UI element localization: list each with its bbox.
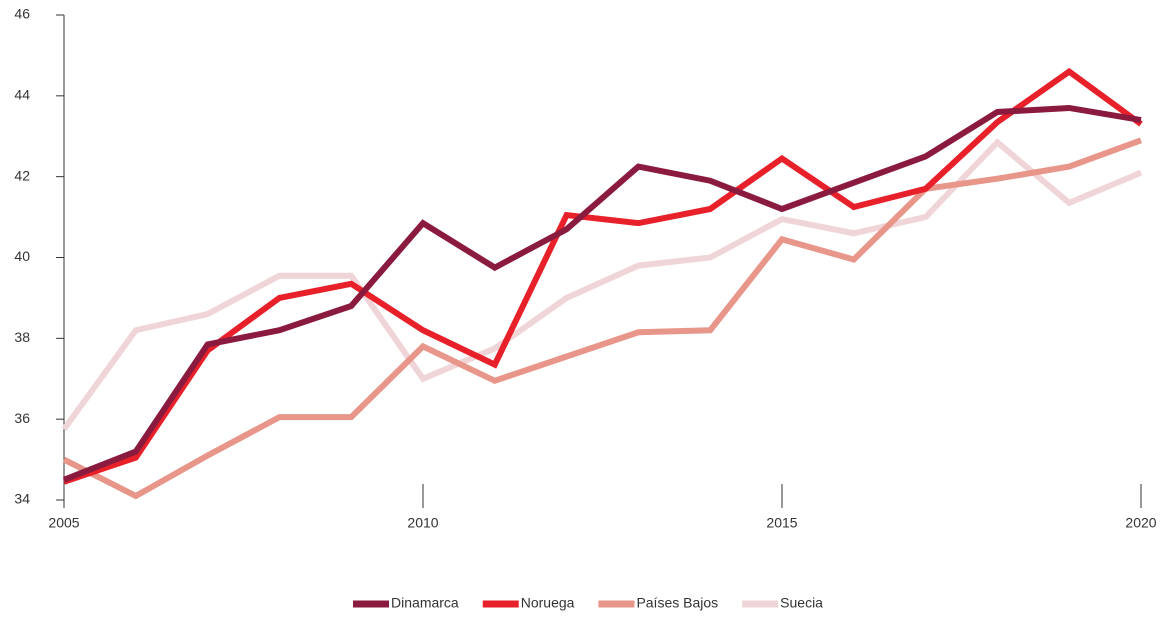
line-series [62,137,1143,500]
legend-swatch [353,600,390,608]
y-tick-label: 44 [14,87,30,103]
legend-label: Noruega [521,595,575,611]
x-tick-label: 2015 [766,515,797,531]
x-tick-label: 2020 [1125,515,1156,531]
x-tick-label: 2005 [48,515,79,531]
legend: Dinamarca Noruega Países Bajos Suecia [353,595,823,611]
legend-swatch [598,600,635,608]
x-tick-label: 2010 [407,515,438,531]
legend-label: Dinamarca [391,595,459,611]
legend-label: Países Bajos [636,595,718,611]
line-series [61,138,1143,432]
y-tick-label: 46 [14,6,30,22]
line-series [62,104,1142,483]
y-tick-label: 38 [14,329,30,345]
y-tick-label: 42 [14,167,30,183]
legend-swatch [482,600,519,608]
y-tick-label: 36 [14,410,30,426]
line-series [63,67,1143,485]
y-tick-label: 34 [14,491,30,507]
y-tick-label: 40 [14,248,30,264]
legend-swatch [742,600,779,608]
legend-label: Suecia [780,595,823,611]
